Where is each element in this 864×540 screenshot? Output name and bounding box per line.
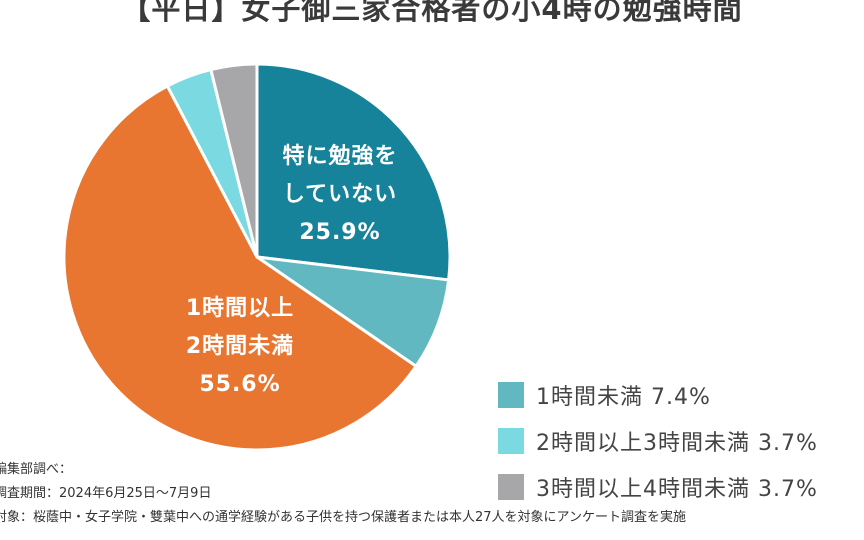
slice-label: 特に勉強をしていない 25.9% bbox=[282, 143, 397, 245]
legend-swatch bbox=[498, 428, 524, 454]
legend-swatch bbox=[498, 474, 524, 500]
legend-label: 1時間未満 7.4% bbox=[536, 385, 711, 410]
chart-title: 【平日】女子御三家合格者の小4時の勉強時間 bbox=[121, 0, 743, 26]
legend-item-3h-4h: 3時間以上4時間未満 3.7% bbox=[498, 464, 818, 510]
pie-slice bbox=[209, 62, 259, 259]
pie-slice bbox=[255, 62, 452, 282]
legend-item-under-1h: 1時間未満 7.4% bbox=[498, 372, 818, 418]
pie-slice bbox=[62, 84, 418, 452]
footnote-period: 調査期間：2024年6月25日〜7月9日 bbox=[0, 486, 212, 501]
footnote-source: 編集部調べ： bbox=[0, 462, 73, 477]
legend-label: 2時間以上3時間未満 3.7% bbox=[536, 431, 818, 456]
footnotes: 編集部調べ： 調査期間：2024年6月25日〜7月9日 対象：桜蔭中・女子学院・… bbox=[0, 458, 686, 530]
slice-label: 1時間以上 2時間未満 55.6% bbox=[186, 296, 294, 397]
pie-slice bbox=[255, 255, 451, 368]
legend-label: 3時間以上4時間未満 3.7% bbox=[536, 477, 818, 502]
legend-swatch bbox=[498, 382, 524, 408]
footnote-target: 対象：桜蔭中・女子学院・雙葉中への通学経験がある子供を持つ保護者または本人27人… bbox=[0, 510, 687, 525]
legend-item-2h-3h: 2時間以上3時間未満 3.7% bbox=[498, 418, 818, 464]
legend: 1時間未満 7.4% 2時間以上3時間未満 3.7% 3時間以上4時間未満 3.… bbox=[498, 372, 818, 510]
